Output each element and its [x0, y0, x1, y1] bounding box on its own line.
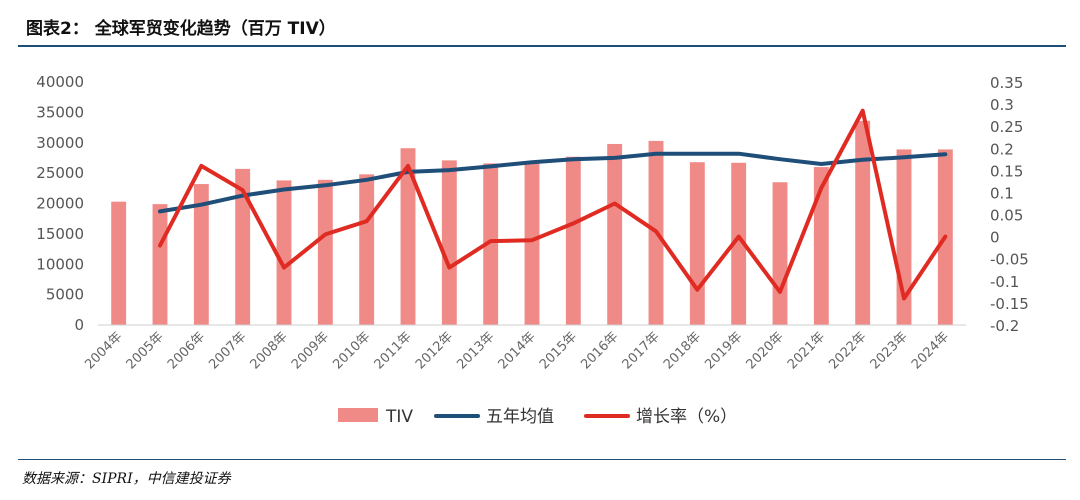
source-note: 数据来源：SIPRI，中信建投证券 — [22, 471, 231, 487]
bar-tiv — [193, 184, 209, 325]
bar-tiv — [152, 204, 168, 325]
x-tick-label: 2009年 — [289, 329, 332, 372]
x-tick-label: 2014年 — [496, 329, 539, 372]
bar-tiv — [731, 162, 747, 325]
x-tick-label: 2019年 — [702, 329, 745, 372]
y-right-tick-label: 0.1 — [990, 184, 1014, 202]
bar-tiv — [317, 179, 333, 325]
bar-tiv — [235, 168, 251, 325]
legend: TIV 五年均值 增长率（%） — [338, 407, 737, 427]
y-left-tick-label: 10000 — [36, 255, 84, 273]
top-rule — [18, 45, 1066, 47]
y-right-tick-label: -0.2 — [990, 317, 1019, 335]
legend-label-growth: 增长率（%） — [636, 407, 737, 427]
y-right-tick-label: 0.3 — [990, 96, 1014, 114]
bar-tiv — [813, 167, 829, 325]
x-tick-label: 2008年 — [248, 329, 291, 372]
x-tick-label: 2024年 — [909, 329, 952, 372]
legend-label-tiv: TIV — [385, 407, 413, 427]
x-tick-label: 2004年 — [82, 329, 125, 372]
bar-tiv — [689, 162, 705, 325]
series-lines — [158, 108, 948, 301]
line-five-year-average — [158, 151, 948, 214]
x-tick-label: 2013年 — [454, 329, 497, 372]
bar-tiv — [483, 163, 499, 325]
bar-tiv — [607, 143, 623, 325]
y-right-tick-label: -0.15 — [990, 295, 1029, 313]
x-tick-label: 2005年 — [124, 329, 167, 372]
y-left-tick-label: 30000 — [36, 134, 84, 152]
bar-tiv — [524, 162, 540, 325]
bar-tiv — [359, 174, 375, 325]
x-tick-label: 2010年 — [330, 329, 373, 372]
x-tick-label: 2017年 — [620, 329, 663, 372]
y-right-tick-label: 0.2 — [990, 140, 1014, 158]
y-right-tick-label: 0.05 — [990, 207, 1023, 225]
y-left-tick-label: 25000 — [36, 164, 84, 182]
x-tick-label: 2016年 — [578, 329, 621, 372]
y-left-tick-label: 20000 — [36, 195, 84, 213]
figure-title: 图表2： 全球军贸变化趋势（百万 TIV） — [26, 19, 336, 39]
y-left-tick-label: 5000 — [46, 286, 84, 304]
bar-tiv — [276, 180, 292, 325]
legend-swatch-tiv — [338, 408, 378, 422]
x-tick-label: 2007年 — [206, 329, 249, 372]
y-left-tick-label: 0 — [74, 316, 84, 334]
legend-label-avg: 五年均值 — [486, 407, 554, 427]
right-axis: -0.2 -0.15 -0.1 -0.05 0 0.05 0.1 0.15 0.2 0.25 0.3… — [990, 74, 1029, 335]
bar-tiv — [565, 156, 581, 325]
x-tick-label: 2023年 — [868, 329, 911, 372]
tiv-bars — [111, 120, 953, 325]
y-left-tick-label: 15000 — [36, 225, 84, 243]
x-tick-label: 2006年 — [165, 329, 208, 372]
line-growth-rate — [158, 108, 948, 301]
bar-tiv — [400, 148, 416, 325]
x-tick-label: 2022年 — [826, 329, 869, 372]
bar-tiv — [441, 160, 457, 325]
bar-tiv — [772, 182, 788, 325]
bottom-rule — [18, 459, 1066, 460]
x-tick-label: 2011年 — [372, 329, 415, 372]
x-tick-label: 2015年 — [537, 329, 580, 372]
y-right-tick-label: -0.1 — [990, 273, 1019, 291]
x-axis-ticks: 2004年2005年2006年2007年2008年2009年2010年2011年… — [82, 329, 952, 372]
y-right-tick-label: 0 — [990, 229, 1000, 247]
y-right-tick-label: 0.25 — [990, 118, 1023, 136]
x-tick-label: 2020年 — [744, 329, 787, 372]
x-tick-label: 2018年 — [661, 329, 704, 372]
x-tick-label: 2012年 — [413, 329, 456, 372]
x-tick-label: 2021年 — [785, 329, 828, 372]
y-left-tick-label: 40000 — [36, 73, 84, 91]
figure-title-row: 图表2： 全球军贸变化趋势（百万 TIV） — [26, 14, 336, 44]
y-left-tick-label: 35000 — [36, 103, 84, 121]
y-right-tick-label: 0.15 — [990, 162, 1023, 180]
bar-tiv — [855, 120, 871, 325]
bar-tiv — [111, 201, 127, 325]
left-axis: 0 5000 10000 15000 20000 25000 30000 35000 40000 — [36, 73, 84, 334]
chart: 0 5000 10000 15000 20000 25000 30000 35000 40000… — [36, 73, 1029, 427]
y-right-tick-label: -0.05 — [990, 251, 1029, 269]
y-right-tick-label: 0.35 — [990, 74, 1023, 92]
